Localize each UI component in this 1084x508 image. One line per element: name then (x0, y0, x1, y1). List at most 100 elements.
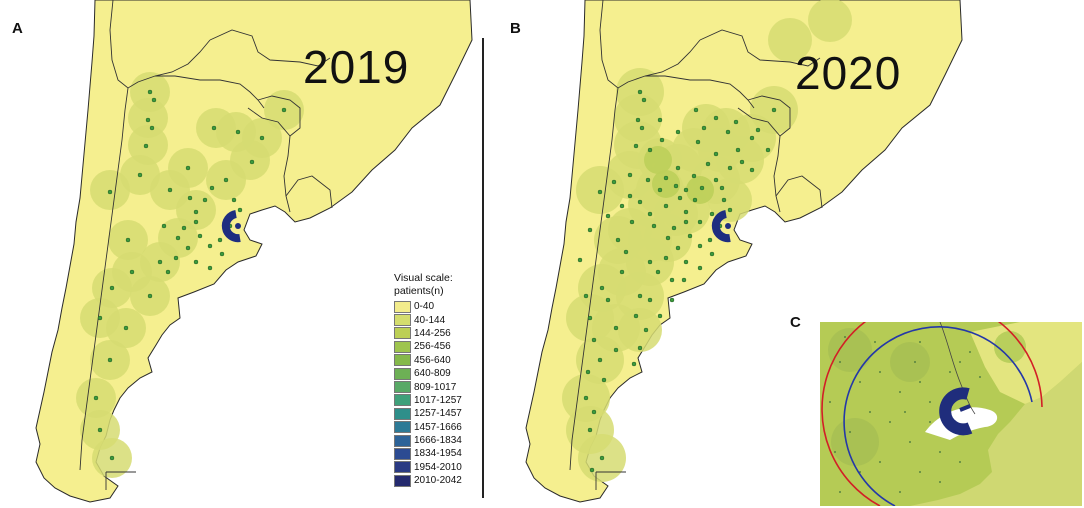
legend-entry: 2010-2042 (394, 474, 484, 487)
patient-density-halos (76, 72, 304, 478)
legend-entry: 1017-1257 (394, 394, 484, 407)
patient-dot (587, 427, 593, 433)
patient-dot (727, 165, 733, 171)
patient-dot (713, 151, 719, 157)
patient-dot (137, 172, 143, 178)
legend-label: 1666-1834 (414, 435, 462, 447)
patient-dot (123, 325, 129, 331)
patient-dot (577, 257, 583, 263)
inset-dot (859, 381, 861, 383)
legend-entry: 1834-1954 (394, 447, 484, 460)
patient-dot (647, 259, 653, 265)
legend-swatch (394, 327, 411, 340)
legend-entry: 144-256 (394, 327, 484, 340)
panel-letter-a: A (12, 20, 23, 37)
hotspot-core (725, 223, 731, 229)
legend-label: 456-640 (414, 354, 451, 366)
inset-dot (909, 441, 911, 443)
patient-dot (687, 233, 693, 239)
inset-dot (904, 411, 906, 413)
legend-swatch (394, 394, 411, 407)
inset-dot (929, 421, 931, 423)
inset-dot (834, 451, 836, 453)
legend-entry: 1257-1457 (394, 407, 484, 420)
hotspot-ring (221, 210, 241, 243)
patient-dot (637, 89, 643, 95)
patient-dot (701, 125, 707, 131)
patient-dot (637, 345, 643, 351)
patient-dot (185, 245, 191, 251)
red-distance-arc (821, 322, 1043, 506)
inset-dot (839, 491, 841, 493)
country-border (79, 87, 129, 471)
patient-dot (623, 249, 629, 255)
patient-dot (692, 197, 698, 203)
patient-location-dots (93, 89, 287, 461)
patient-dot (681, 277, 687, 283)
patient-dot (705, 161, 711, 167)
patient-dot (97, 427, 103, 433)
patient-dot (659, 137, 665, 143)
inset-dot (939, 451, 941, 453)
legend-entry: 40-144 (394, 313, 484, 327)
patient-dot (97, 315, 103, 321)
blue-distance-arc (843, 326, 1033, 506)
country-border (257, 95, 301, 137)
inset-dot (874, 341, 876, 343)
patient-dot (683, 259, 689, 265)
map-2020 (525, 0, 963, 503)
inset-halo (994, 331, 1026, 363)
patient-dot (697, 243, 703, 249)
hotspot-core (235, 223, 241, 229)
inset-dot (919, 471, 921, 473)
patient-dot (627, 193, 633, 199)
inset-dot (899, 391, 901, 393)
panel-letter-b: B (510, 20, 521, 37)
legend-label: 1257-1457 (414, 408, 462, 420)
patient-dot (707, 237, 713, 243)
patient-dot (181, 225, 187, 231)
patient-dot (663, 203, 669, 209)
inset-hotspot-edge (959, 404, 971, 412)
map-2019 (35, 0, 473, 503)
legend-entry: 809-1017 (394, 380, 484, 394)
buenos-aires-hotspot (221, 210, 241, 243)
patient-dot (669, 277, 675, 283)
patient-dot (709, 211, 715, 217)
patient-dot (211, 125, 217, 131)
patient-dot (719, 185, 725, 191)
patient-dot (591, 337, 597, 343)
patient-dot (147, 293, 153, 299)
patient-dot (143, 143, 149, 149)
inset-patient-dots (829, 336, 981, 493)
legend-label: 640-809 (414, 368, 451, 380)
patient-dot (202, 197, 208, 203)
patient-dot (657, 313, 663, 319)
patient-dot (619, 203, 625, 209)
patient-dot (673, 183, 679, 189)
patient-dot (727, 207, 733, 213)
patient-dot (197, 233, 203, 239)
legend-swatch (394, 434, 411, 447)
legend-label: 2010-2042 (414, 475, 462, 487)
legend-title-line1: Visual scale: (394, 272, 453, 284)
patient-dot (663, 255, 669, 261)
hotspot-ring (711, 210, 731, 243)
country-border (247, 107, 291, 213)
legend-swatch (394, 447, 411, 460)
patient-dot (613, 347, 619, 353)
density-halo (808, 0, 852, 42)
patient-dot (583, 395, 589, 401)
patient-dot (697, 265, 703, 271)
patient-dot (631, 361, 637, 367)
legend-entry: 456-640 (394, 354, 484, 367)
patient-dot (739, 159, 745, 165)
year-label-2019: 2019 (303, 41, 410, 93)
inset-dot (929, 401, 931, 403)
legend-swatch (394, 461, 411, 474)
inset-border (939, 322, 976, 415)
country-border (645, 75, 755, 109)
patient-dot (259, 135, 265, 141)
legend-label: 1834-1954 (414, 448, 462, 460)
patient-dot (683, 209, 689, 215)
